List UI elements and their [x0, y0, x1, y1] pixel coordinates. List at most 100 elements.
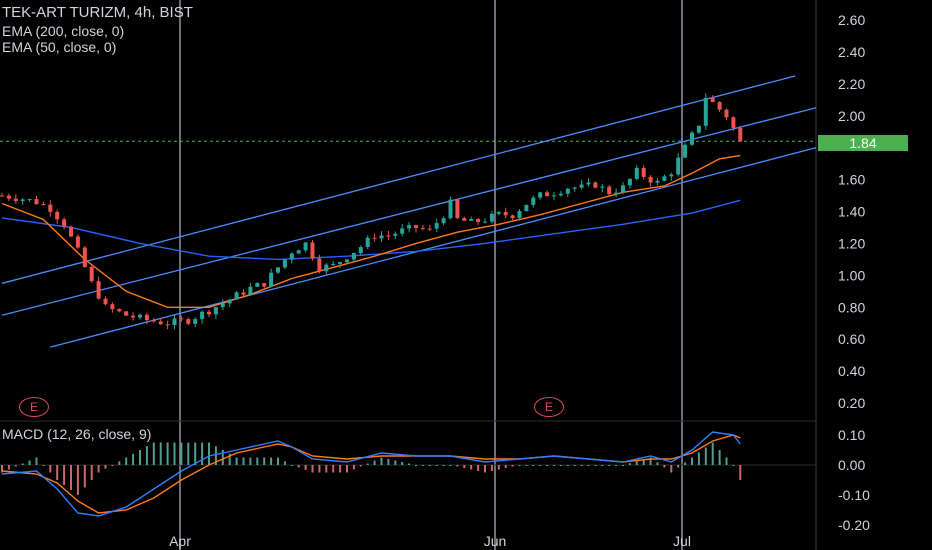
candle-body [165, 324, 170, 326]
macd-histogram-bar [421, 465, 424, 466]
macd-histogram-bar [152, 442, 155, 465]
candle-body [69, 226, 73, 237]
candle-body [655, 180, 660, 183]
trend-channel-lines[interactable] [1, 75, 817, 348]
candle-body [669, 174, 674, 177]
macd-histogram-bar [704, 447, 707, 465]
candle-body [317, 258, 322, 272]
macd-histogram-bar [622, 465, 624, 466]
macd-histogram-bar [201, 442, 204, 465]
macd-histogram-bar [97, 465, 100, 473]
candle-body [296, 250, 301, 254]
macd-histogram-bar [546, 465, 549, 466]
candle-body [641, 167, 646, 177]
candle-body [572, 187, 577, 189]
candle-body [27, 199, 32, 201]
macd-histogram-bar [518, 465, 521, 466]
candle-body [648, 176, 653, 183]
price-tick-label: 2.60 [838, 12, 865, 28]
macd-histogram-bar [573, 465, 576, 466]
macd-histogram-bar [711, 442, 714, 465]
macd-histogram-bar [214, 446, 217, 465]
macd-histogram-bar [256, 457, 259, 465]
macd-histogram-bar [511, 465, 514, 467]
macd-histogram-bar [470, 465, 473, 470]
price-tick-label: 0.80 [838, 299, 865, 315]
macd-histogram-bar [118, 461, 121, 465]
macd-histogram-bar [497, 465, 500, 470]
candle-body [227, 299, 232, 304]
macd-histogram-bar [311, 465, 314, 473]
candle-body [220, 303, 225, 308]
candle-body [338, 262, 343, 265]
candle-body [193, 319, 198, 324]
price-tick-label: 1.20 [838, 235, 865, 251]
time-tick-label: Jul [673, 533, 691, 549]
candle-body [724, 109, 729, 118]
price-tick-label: 2.40 [838, 44, 865, 60]
candle-body [427, 228, 432, 230]
candle-body [738, 127, 743, 142]
candle-body [282, 259, 287, 268]
candle-body [41, 204, 46, 206]
price-tick-label: 2.20 [838, 76, 865, 92]
candle-body [517, 211, 522, 219]
macd-histogram-bar [387, 459, 390, 465]
macd-histogram-bar [456, 465, 459, 467]
candle-body [627, 178, 632, 186]
price-tick-label: 1.40 [838, 204, 865, 220]
candle-body [20, 199, 25, 202]
macd-histogram-bar [263, 457, 266, 465]
candle-body [400, 228, 405, 234]
macd-histogram-bar [732, 465, 735, 466]
candle-body [213, 307, 218, 315]
macd-histogram-bar [83, 465, 86, 488]
candle-body [131, 315, 136, 318]
candle-body [489, 213, 494, 222]
macd-histogram-bar [56, 465, 59, 480]
candle-body [144, 314, 149, 321]
candle-body [414, 225, 418, 228]
macd-histogram-bar [615, 465, 618, 466]
candle-body [324, 264, 329, 272]
macd-histogram-bar [394, 460, 397, 465]
macd-histogram-bar [691, 457, 693, 465]
candle-body [351, 252, 356, 260]
macd-histogram-bar [63, 465, 66, 485]
candle-body [469, 219, 474, 221]
candle-body [365, 237, 370, 248]
macd-histogram-bar [208, 442, 210, 465]
candle-body [579, 184, 584, 188]
macd-histogram-bar [401, 462, 404, 465]
earnings-event-badge[interactable]: E [19, 397, 49, 417]
macd-histogram-bar [484, 465, 486, 473]
candle-body [276, 267, 280, 273]
macd-histogram-bar [139, 450, 141, 465]
macd-histogram-bar [90, 465, 93, 480]
macd-tick-label: 0.10 [838, 427, 865, 443]
candle-body [731, 117, 736, 128]
candlestick-series [0, 93, 743, 330]
candle-body [55, 211, 60, 220]
macd-histogram-bar [635, 461, 638, 465]
candle-body [510, 215, 515, 219]
macd-histogram-bar [235, 457, 238, 465]
earnings-event-badge[interactable]: E [534, 397, 564, 417]
candle-body [103, 298, 108, 305]
price-tick-label: 2.00 [838, 108, 865, 124]
channel-line [1, 75, 796, 284]
candle-body [496, 212, 501, 214]
macd-histogram-bar [463, 465, 466, 468]
candle-body [179, 318, 184, 320]
macd-histogram-bar [70, 465, 72, 490]
candle-body [207, 311, 211, 315]
candle-body [710, 97, 715, 103]
candle-body [586, 182, 591, 185]
macd-histogram-bar [318, 465, 321, 473]
candle-body [600, 186, 605, 188]
candle-body [158, 321, 163, 325]
macd-histogram-bar [408, 463, 411, 465]
candle-body [476, 219, 481, 222]
macd-histogram-bar [428, 465, 431, 466]
